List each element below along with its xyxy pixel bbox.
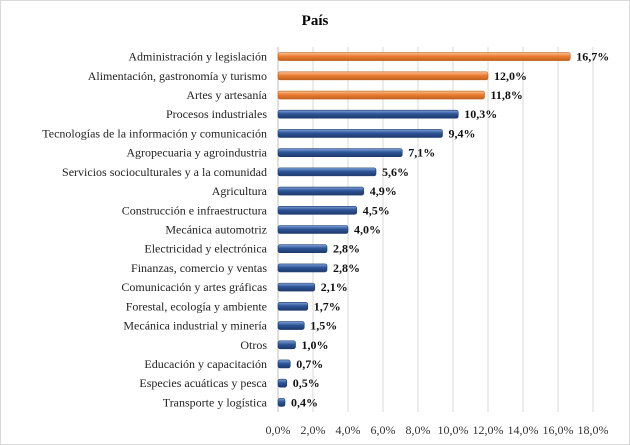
x-tick-label: 10,0% — [438, 423, 469, 437]
bar — [277, 167, 377, 177]
value-label: 10,3% — [464, 107, 497, 121]
x-tick-label: 2,0% — [301, 423, 326, 437]
category-label: Construcción e infraestructura — [122, 203, 268, 217]
category-labels: Administración y legislación Alimentación… — [42, 50, 267, 410]
bar — [277, 302, 309, 311]
bar — [277, 225, 349, 234]
bar — [277, 321, 305, 330]
category-label: Mecánica industrial y minería — [123, 319, 267, 333]
category-label: Especies acuáticas y pesca — [139, 376, 267, 390]
x-tick-label: 0,0% — [266, 423, 291, 437]
chart-title: País — [302, 13, 329, 29]
x-tick-label: 6,0% — [371, 423, 396, 437]
x-tick-label: 14,0% — [508, 423, 539, 437]
bar — [277, 129, 443, 138]
bar — [277, 90, 485, 100]
value-label: 9,4% — [449, 126, 476, 140]
x-tick-labels: 0,0% 2,0% 4,0% 6,0% 8,0% 10,0% 12,0% 14,0% 16,0%… — [266, 423, 609, 437]
bar — [277, 263, 328, 273]
value-label: 16,7% — [576, 50, 609, 64]
category-label: Otros — [240, 338, 267, 352]
value-label: 12,0% — [494, 69, 527, 83]
bar — [277, 148, 403, 157]
bar — [277, 109, 459, 119]
bar — [277, 282, 316, 292]
category-label: Administración y legislación — [128, 50, 267, 64]
value-label: 0,5% — [293, 376, 320, 390]
value-label: 1,5% — [310, 319, 337, 333]
category-label: Educación y capacitación — [144, 357, 267, 371]
category-label: Mecánica automotriz — [165, 223, 267, 237]
bar — [277, 52, 571, 61]
category-label: Alimentación, gastronomía y turismo — [88, 69, 267, 83]
value-label: 4,0% — [354, 223, 381, 237]
value-label: 1,7% — [314, 299, 341, 313]
bar — [277, 359, 291, 369]
category-label: Finanzas, comercio y ventas — [131, 261, 267, 275]
category-label: Agricultura — [212, 184, 268, 198]
grid-lines — [277, 47, 594, 412]
x-tick-label: 18,0% — [578, 423, 609, 437]
value-label: 4,5% — [363, 203, 390, 217]
bar — [277, 340, 296, 350]
bars — [277, 52, 571, 407]
x-tick-label: 16,0% — [543, 423, 574, 437]
category-label: Electricidad y electrónica — [144, 242, 267, 256]
category-label: Agropecuaria y agroindustria — [126, 146, 267, 160]
value-label: 7,1% — [408, 146, 435, 160]
value-label: 1,0% — [302, 338, 329, 352]
category-label: Servicios socioculturales y a la comunid… — [62, 165, 267, 179]
value-label: 2,1% — [321, 280, 348, 294]
category-label: Transporte y logística — [163, 395, 268, 409]
bar — [277, 378, 288, 388]
x-tick-label: 12,0% — [473, 423, 504, 437]
value-label: 0,7% — [296, 357, 323, 371]
category-label: Forestal, ecología y ambiente — [126, 299, 267, 313]
category-label: Procesos industriales — [166, 107, 267, 121]
bar — [277, 186, 365, 196]
value-labels: 16,7% 12,0% 11,8% 10,3% 9,4% 7,1% 5,6% 4,9% 4,5%… — [291, 50, 609, 410]
category-label: Comunicación y artes gráficas — [121, 280, 267, 294]
value-label: 2,8% — [333, 261, 360, 275]
x-tick-label: 4,0% — [336, 423, 361, 437]
bar — [277, 244, 328, 254]
value-label: 2,8% — [333, 242, 360, 256]
value-label: 11,8% — [491, 88, 523, 102]
x-tick-label: 8,0% — [406, 423, 431, 437]
bar — [277, 71, 489, 81]
category-label: Tecnologías de la información y comunica… — [42, 126, 267, 140]
bar — [277, 398, 286, 407]
bar — [277, 205, 358, 215]
value-label: 4,9% — [370, 184, 397, 198]
category-label: Artes y artesanía — [186, 88, 267, 102]
value-label: 5,6% — [382, 165, 409, 179]
value-label: 0,4% — [291, 395, 318, 409]
